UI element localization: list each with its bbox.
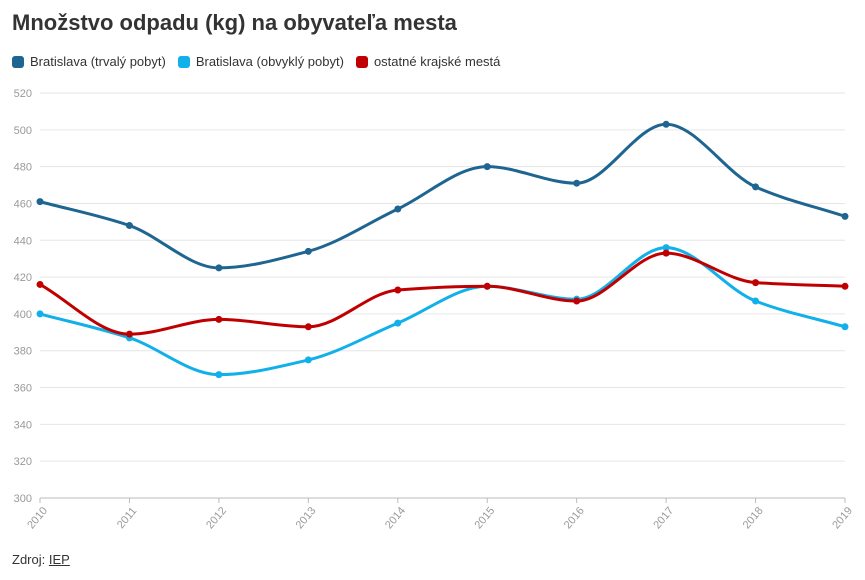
data-point-1[interactable]	[36, 310, 44, 318]
legend-label-bratislava-trvaly: Bratislava (trvalý pobyt)	[30, 54, 166, 69]
series-line-0	[39, 122, 846, 270]
chart-title: Množstvo odpadu (kg) na obyvateľa mesta	[12, 10, 457, 35]
data-point-2[interactable]	[125, 330, 133, 338]
grid-lines	[40, 92, 845, 499]
x-axis: 2010 2011 2012 2013 2014 2015 2016 2017 2018 2019	[25, 498, 855, 531]
data-point-0[interactable]	[215, 264, 223, 272]
data-point-1[interactable]	[662, 244, 670, 252]
data-point-2[interactable]	[36, 280, 44, 288]
data-point-0[interactable]	[573, 179, 581, 187]
x-tick-label: 2016	[562, 505, 587, 531]
series-lines	[39, 122, 846, 377]
legend: Bratislava (trvalý pobyt) Bratislava (ob…	[12, 54, 504, 69]
data-point-2[interactable]	[394, 286, 402, 294]
legend-label-bratislava-obvykly: Bratislava (obvyklý pobyt)	[195, 54, 344, 69]
x-tick-label: 2011	[115, 505, 139, 531]
data-point-2[interactable]	[573, 297, 581, 305]
y-tick-label: 500	[14, 125, 32, 137]
y-tick-label: 480	[14, 162, 32, 174]
data-point-0[interactable]	[36, 198, 44, 206]
data-point-1[interactable]	[304, 356, 312, 364]
legend-item-ostatne-mesta[interactable]: ostatné krajské mestá	[355, 54, 501, 69]
data-point-2[interactable]	[215, 315, 223, 323]
source-link[interactable]: IEP	[48, 552, 70, 567]
data-point-1[interactable]	[394, 319, 402, 327]
x-tick-label: 2013	[294, 505, 319, 531]
legend-swatch-ostatne-mesta	[355, 55, 368, 68]
y-tick-label: 440	[14, 235, 32, 247]
data-point-2[interactable]	[662, 249, 670, 257]
data-point-0[interactable]	[483, 163, 491, 171]
x-tick-label: 2010	[25, 505, 50, 531]
source: Zdroj: IEP	[12, 552, 70, 567]
y-tick-label: 300	[14, 493, 32, 505]
y-tick-label: 460	[14, 198, 32, 210]
source-label: Zdroj:	[12, 552, 46, 567]
data-point-0[interactable]	[752, 183, 760, 191]
line-chart: 300 320 340 360 380 400 420 440 460 480 500 520 201…	[14, 88, 856, 531]
y-tick-label: 420	[14, 272, 32, 284]
y-tick-label: 340	[14, 419, 32, 431]
legend-swatch-bratislava-obvykly	[177, 55, 190, 68]
data-point-1[interactable]	[215, 371, 223, 379]
y-tick-label: 400	[14, 309, 32, 321]
legend-item-bratislava-trvaly[interactable]: Bratislava (trvalý pobyt)	[12, 54, 166, 69]
series-points	[36, 120, 849, 379]
x-tick-label: 2012	[204, 505, 229, 531]
data-point-1[interactable]	[841, 323, 849, 331]
y-axis: 300 320 340 360 380 400 420 440 460 480 500 520	[14, 88, 32, 505]
data-point-0[interactable]	[304, 247, 312, 255]
data-point-0[interactable]	[662, 120, 670, 128]
data-point-2[interactable]	[483, 282, 491, 290]
data-point-0[interactable]	[125, 222, 133, 230]
series-line-2	[39, 251, 846, 336]
y-tick-label: 360	[14, 383, 32, 395]
data-point-0[interactable]	[841, 212, 849, 220]
data-point-2[interactable]	[841, 282, 849, 290]
series-line-1	[39, 246, 846, 377]
legend-swatch-bratislava-trvaly	[12, 55, 24, 68]
data-point-2[interactable]	[304, 323, 312, 331]
y-tick-label: 380	[14, 346, 32, 358]
data-point-2[interactable]	[752, 279, 760, 287]
x-tick-label: 2018	[741, 505, 766, 531]
x-tick-label: 2015	[472, 505, 497, 531]
x-tick-label: 2014	[383, 505, 408, 531]
legend-item-bratislava-obvykly[interactable]: Bratislava (obvyklý pobyt)	[177, 54, 344, 69]
y-tick-label: 320	[14, 456, 32, 468]
data-point-0[interactable]	[394, 205, 402, 213]
y-tick-label: 520	[14, 88, 32, 100]
x-tick-label: 2019	[830, 505, 855, 531]
x-tick-label: 2017	[651, 505, 676, 531]
data-point-1[interactable]	[752, 297, 760, 305]
legend-label-ostatne-mesta: ostatné krajské mestá	[373, 54, 501, 69]
